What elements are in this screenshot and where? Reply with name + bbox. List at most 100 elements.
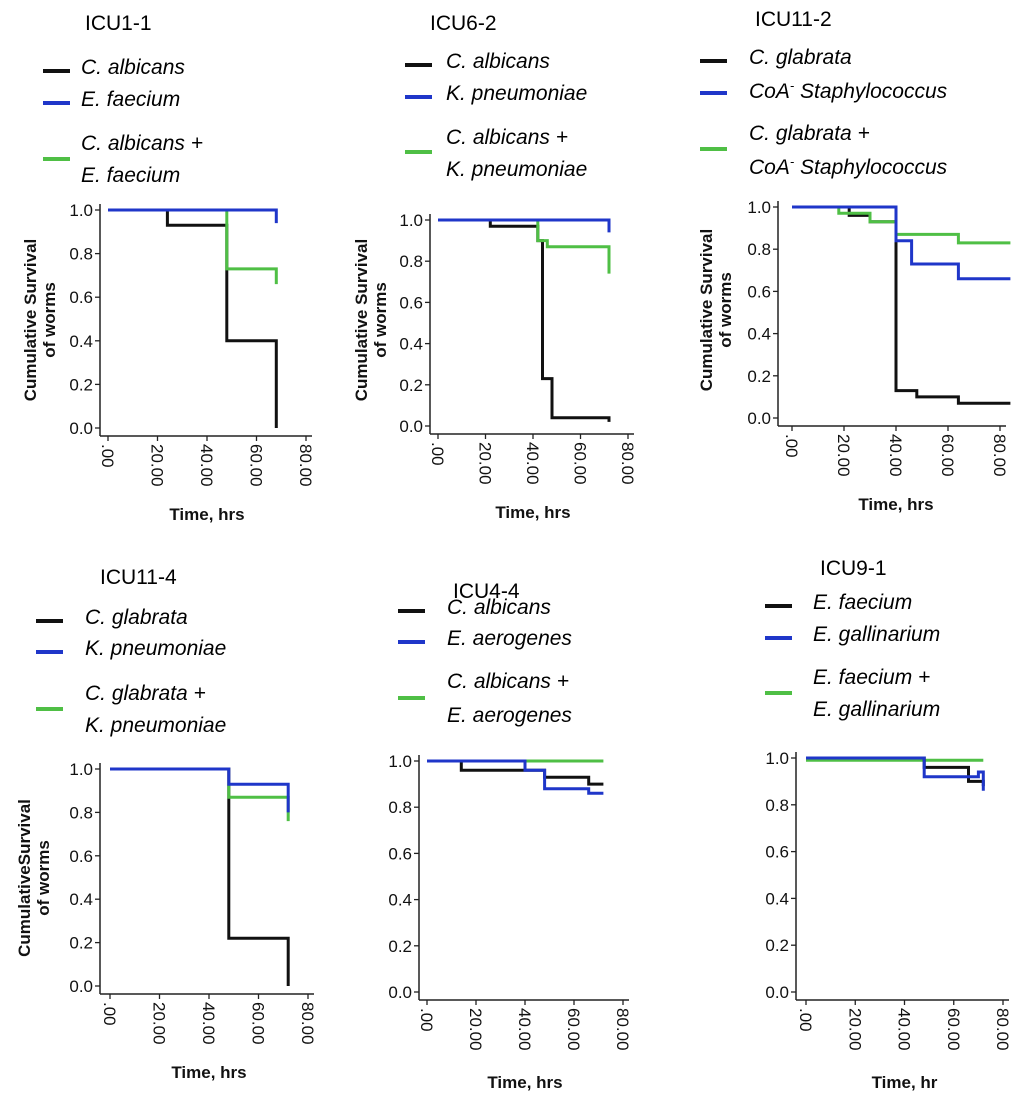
legend-label-coa: CoA <box>749 80 790 103</box>
y-tick-label: 1.0 <box>69 760 93 779</box>
y-tick-label: 1.0 <box>765 749 789 768</box>
y-tick-label: 0.4 <box>388 891 412 910</box>
y-axis-label: of worms <box>371 282 390 358</box>
survival-curve-blue <box>110 767 290 813</box>
x-tick-label: 40.00 <box>197 444 216 487</box>
y-tick-label: 0.0 <box>765 983 789 1002</box>
legend-label: C. albicans + <box>81 132 203 155</box>
x-axis-label: Time, hrs <box>858 495 933 514</box>
survival-curve-green <box>536 220 611 274</box>
x-tick-label: 80.00 <box>296 444 315 487</box>
x-tick-label: 80.00 <box>613 1008 632 1051</box>
y-tick-label: 0.4 <box>69 890 93 909</box>
survival-curve-blue <box>792 205 1011 281</box>
survival-curve-green <box>792 205 1011 245</box>
legend-label-coa: CoA <box>749 156 790 179</box>
legend-label: K. pneumoniae <box>446 158 588 181</box>
x-tick-label: 60.00 <box>944 1008 963 1051</box>
x-tick-label: 20.00 <box>845 1008 864 1051</box>
legend-swatch-blue <box>36 650 63 654</box>
y-axis-label: CumulativeSurvival <box>15 799 34 957</box>
y-tick-label: 0.4 <box>69 332 93 351</box>
y-axis-label: of worms <box>716 272 735 348</box>
y-tick-label: 1.0 <box>747 198 771 217</box>
x-axis-label: Time, hr <box>872 1073 938 1092</box>
y-tick-label: 0.4 <box>399 335 423 354</box>
y-tick-label: 1.0 <box>388 752 412 771</box>
x-tick-label: .00 <box>428 442 447 466</box>
survival-curve-blue <box>438 218 611 233</box>
legend-swatch-black <box>700 59 727 63</box>
legend-label: C. albicans <box>447 596 551 619</box>
x-tick-label: 80.00 <box>618 442 637 485</box>
legend-swatch-blue <box>398 640 425 644</box>
y-tick-label: 0.8 <box>765 796 789 815</box>
y-tick-label: 0.8 <box>69 803 93 822</box>
x-tick-label: 80.00 <box>990 434 1009 477</box>
legend-label: E. gallinarium <box>813 698 941 721</box>
legend-label: C. glabrata + <box>85 682 206 705</box>
legend-label: C. albicans + <box>447 670 569 693</box>
y-tick-label: 1.0 <box>69 201 93 220</box>
legend-swatch-green <box>405 150 432 154</box>
legend-label-staph: Staphylococcus <box>800 156 948 179</box>
x-tick-label: 20.00 <box>148 444 167 487</box>
y-tick-label: 0.0 <box>69 977 93 996</box>
x-tick-label: .00 <box>782 434 801 458</box>
x-axis-label: Time, hrs <box>495 503 570 522</box>
survival-curve-blue <box>427 759 604 795</box>
x-axis-label: Time, hrs <box>487 1073 562 1092</box>
legend-label: C. glabrata <box>749 46 852 69</box>
legend-label: E. gallinarium <box>813 623 941 646</box>
x-tick-label: 40.00 <box>199 1002 218 1045</box>
x-tick-label: 60.00 <box>571 442 590 485</box>
x-tick-label: 60.00 <box>938 434 957 477</box>
legend-label: E. faecium + <box>813 666 931 689</box>
legend-label: K. pneumoniae <box>85 637 227 660</box>
legend-label: E. aerogenes <box>447 704 572 727</box>
y-axis-label: of worms <box>40 282 59 358</box>
x-tick-label: 80.00 <box>993 1008 1012 1051</box>
y-tick-label: 0.8 <box>747 240 771 259</box>
legend-superscript: - <box>789 154 795 169</box>
legend-swatch-blue <box>43 101 70 105</box>
y-tick-label: 0.2 <box>747 367 771 386</box>
y-axis-label: Cumulative Survival <box>697 229 716 392</box>
y-tick-label: 0.6 <box>765 843 789 862</box>
legend-swatch-black <box>43 69 70 73</box>
legend-label: C. albicans + <box>446 126 568 149</box>
y-axis-label: of worms <box>34 840 53 916</box>
x-tick-label: 60.00 <box>249 1002 268 1045</box>
y-tick-label: 0.2 <box>399 376 423 395</box>
x-tick-label: .00 <box>417 1008 436 1032</box>
x-tick-label: 40.00 <box>523 442 542 485</box>
legend-label: C. albicans <box>446 50 550 73</box>
legend-superscript: - <box>789 78 795 93</box>
y-tick-label: 0.2 <box>69 375 93 394</box>
y-tick-label: 0.4 <box>765 889 789 908</box>
x-tick-label: 40.00 <box>515 1008 534 1051</box>
y-tick-label: 0.6 <box>747 282 771 301</box>
survival-curve-blue <box>806 756 985 791</box>
legend-label: CoA- Staphylococcus <box>749 78 947 104</box>
x-axis-label: Time, hrs <box>171 1063 246 1082</box>
legend-swatch-green <box>765 691 792 695</box>
x-tick-label: 20.00 <box>476 442 495 485</box>
x-axis-label: Time, hrs <box>169 505 244 524</box>
y-tick-label: 0.0 <box>69 419 93 438</box>
y-tick-label: 0.8 <box>69 245 93 264</box>
x-tick-label: 80.00 <box>298 1002 317 1045</box>
legend-swatch-black <box>405 63 432 67</box>
x-tick-label: .00 <box>100 1002 119 1026</box>
legend-swatch-black <box>398 609 425 613</box>
y-tick-label: 0.8 <box>399 252 423 271</box>
legend-label: K. pneumoniae <box>85 714 227 737</box>
y-tick-label: 0.2 <box>765 936 789 955</box>
panel-title: ICU6-2 <box>430 12 497 35</box>
legend-label: CoA- Staphylococcus <box>749 154 947 180</box>
y-tick-label: 0.4 <box>747 325 771 344</box>
legend-swatch-black <box>36 619 63 623</box>
panel-title: ICU9-1 <box>820 557 887 580</box>
